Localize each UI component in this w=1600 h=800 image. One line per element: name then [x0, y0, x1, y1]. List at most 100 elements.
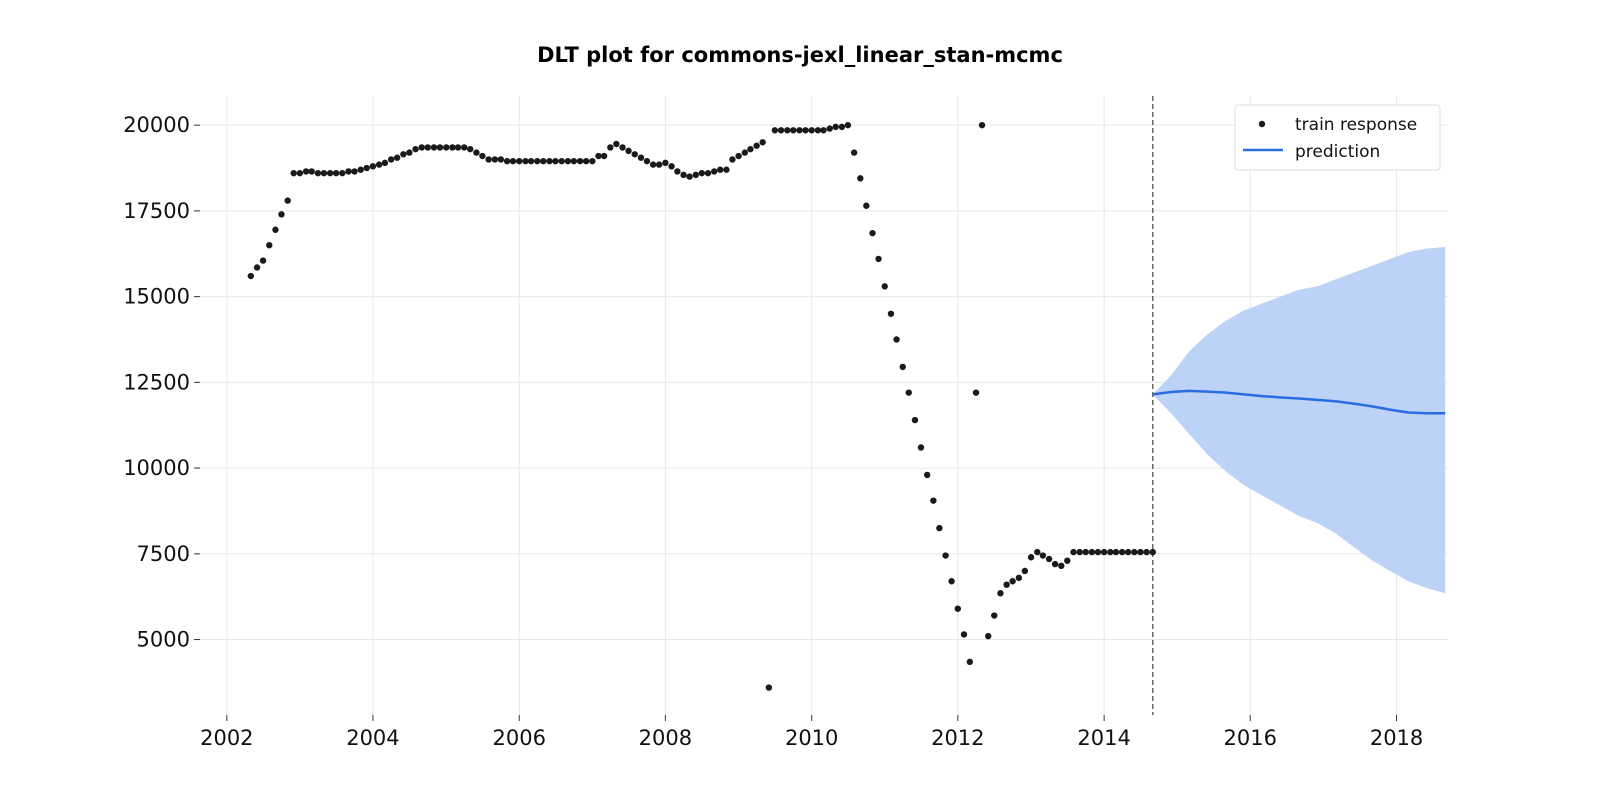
legend-train-marker [1258, 120, 1266, 128]
train-response-point [637, 154, 645, 161]
train-response-point [387, 156, 395, 163]
train-response-point [838, 123, 846, 131]
train-response-point [899, 363, 906, 371]
train-response-point [680, 171, 687, 179]
train-response-point [1045, 555, 1053, 563]
train-response-point [320, 169, 328, 177]
train-response-point [467, 145, 474, 153]
train-response-point [485, 156, 492, 163]
train-response-point [978, 121, 986, 129]
x-tick-label: 2002 [200, 726, 253, 750]
train-response-point [802, 127, 809, 134]
train-response-point [259, 257, 267, 264]
train-response-point [345, 168, 352, 175]
y-tick-label: 7500 [137, 542, 190, 566]
train-response-point [662, 159, 669, 167]
y-tick-label: 17500 [123, 199, 190, 223]
x-tick-label: 2008 [639, 726, 692, 750]
train-response-point [473, 149, 480, 156]
train-response-point [820, 127, 827, 134]
train-response-point [729, 156, 736, 163]
train-response-point [796, 127, 803, 134]
train-response-point [649, 161, 657, 168]
train-response-point [668, 163, 675, 170]
train-response-point [771, 127, 779, 134]
train-response-point [1021, 567, 1029, 575]
train-response-point [522, 157, 529, 165]
train-response-point [784, 127, 791, 134]
train-response-point [765, 684, 773, 691]
legend: train response prediction [1234, 104, 1441, 171]
y-tick-label: 15000 [123, 285, 190, 309]
train-response-point [686, 173, 693, 180]
train-response-point [625, 147, 632, 155]
train-response-point [1076, 548, 1083, 556]
legend-box [1234, 104, 1441, 171]
train-response-point [759, 139, 766, 146]
train-response-point [491, 156, 499, 163]
train-response-point [400, 151, 407, 158]
train-response-point [284, 197, 291, 204]
x-tick-label: 2006 [493, 726, 546, 750]
train-response-point [363, 164, 370, 172]
train-response-point [308, 168, 315, 175]
train-response-point [991, 612, 998, 619]
train-response-point [454, 144, 462, 151]
train-response-point [302, 168, 310, 175]
train-response-point [741, 149, 749, 156]
train-response-point [1058, 562, 1065, 570]
train-response-point [808, 127, 815, 134]
train-response-point [406, 149, 413, 156]
train-response-point [516, 157, 523, 165]
train-response-point [332, 169, 340, 177]
chart-title: DLT plot for commons-jexl_linear_stan-mc… [537, 43, 1063, 67]
train-response-point [442, 144, 450, 151]
x-tick-label: 2018 [1370, 726, 1423, 750]
train-response-point [430, 144, 438, 151]
train-response-point [985, 632, 992, 640]
train-response-point [253, 264, 261, 271]
train-response-point [1027, 554, 1035, 561]
train-response-point [1088, 548, 1096, 556]
train-response-point [954, 605, 962, 612]
train-response-point [1124, 548, 1132, 556]
y-tick-label: 20000 [123, 113, 190, 137]
train-response-point [582, 157, 590, 165]
prediction-interval-band [1152, 246, 1446, 594]
train-response-point [296, 169, 304, 177]
train-response-point [905, 389, 912, 396]
train-response-point [966, 658, 974, 666]
train-response-point [607, 144, 614, 151]
train-response-point [1112, 548, 1120, 556]
train-response-points [247, 121, 1156, 691]
train-response-point [540, 157, 547, 165]
prediction-line-layer [1152, 389, 1446, 415]
train-response-point [711, 168, 718, 175]
train-response-point [698, 169, 706, 177]
train-response-point [723, 166, 730, 173]
y-tick-label: 5000 [137, 628, 190, 652]
legend-train-label: train response [1295, 115, 1417, 135]
train-response-point [790, 127, 797, 134]
train-response-point [844, 121, 852, 129]
train-response-point [381, 159, 389, 167]
train-response-point [534, 157, 541, 165]
train-response-point [1070, 548, 1077, 556]
train-response-point [1100, 548, 1108, 556]
y-tick-label: 10000 [123, 456, 190, 480]
train-response-point [1131, 548, 1138, 556]
train-response-point [887, 310, 895, 317]
train-response-point [393, 154, 401, 161]
train-response-point [589, 157, 596, 165]
train-response-point [850, 149, 858, 156]
x-axis-ticks: 2002 2004 2006 2008 2010 2012 2014 2016 2018 [200, 715, 1423, 750]
train-response-point [1039, 552, 1047, 559]
legend-prediction-label: prediction [1295, 142, 1380, 162]
train-response-point [278, 211, 285, 218]
train-response-point [1009, 578, 1016, 585]
train-response-point [509, 157, 517, 165]
train-response-point [917, 444, 925, 451]
train-response-point [747, 145, 754, 153]
train-response-point [436, 144, 444, 151]
train-response-point [869, 229, 876, 237]
